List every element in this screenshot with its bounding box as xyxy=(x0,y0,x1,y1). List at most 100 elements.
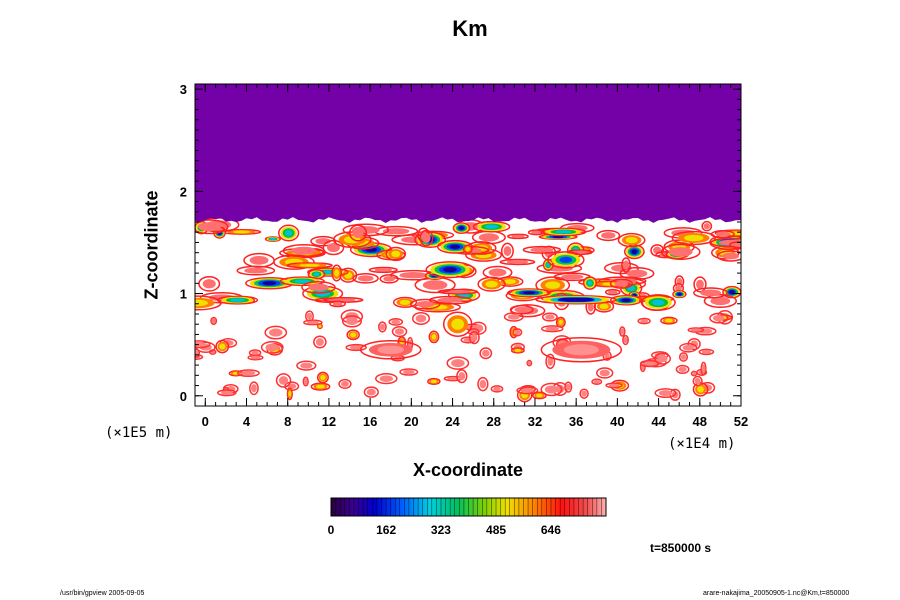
colorbar-tick-label: 0 xyxy=(328,523,335,537)
heatmap-cell xyxy=(428,295,472,305)
heatmap-cell xyxy=(373,225,419,237)
heatmap-cell xyxy=(709,312,729,324)
heatmap-cell xyxy=(359,340,422,360)
heatmap-cell xyxy=(278,224,300,242)
heatmap-cell xyxy=(331,264,343,282)
heatmap-cell xyxy=(690,370,698,377)
heatmap-cell xyxy=(332,231,372,249)
heatmap-cell xyxy=(526,359,533,367)
heatmap-cell xyxy=(477,376,489,392)
heatmap-cell xyxy=(338,378,352,390)
heatmap-cell xyxy=(477,276,506,292)
heatmap-cell xyxy=(522,245,562,254)
heatmap-cell xyxy=(507,233,529,240)
x-tick-label: 40 xyxy=(610,414,624,429)
heatmap-cell xyxy=(722,285,741,299)
plot-frame xyxy=(194,83,742,407)
heatmap-cell xyxy=(503,312,524,322)
heatmap-cell xyxy=(313,335,327,349)
heatmap-cell xyxy=(698,348,715,356)
heatmap-cell xyxy=(303,319,323,326)
heatmap-cell xyxy=(462,244,473,254)
heatmap-cell xyxy=(452,222,471,234)
heatmap-cell xyxy=(609,295,643,306)
heatmap-cell xyxy=(210,316,218,325)
heatmap-cell xyxy=(391,325,408,338)
heatmap-cell xyxy=(195,295,222,311)
heatmap-cell xyxy=(617,232,646,248)
x-tick-label: 0 xyxy=(202,414,209,429)
heatmap-cell xyxy=(352,273,379,284)
heatmap-cell xyxy=(296,360,317,371)
colorbar-tick-label: 162 xyxy=(376,523,396,537)
heatmap-cell xyxy=(264,325,288,340)
heatmap-cell xyxy=(604,288,621,296)
heatmap-cell xyxy=(468,331,480,345)
heatmap-cell xyxy=(436,239,474,254)
heatmap-cell xyxy=(341,315,363,328)
heatmap-cell xyxy=(703,293,737,309)
heatmap-cell xyxy=(286,262,333,269)
heatmap-cell xyxy=(660,316,678,325)
heatmap-cell xyxy=(596,367,614,379)
footer-left: /usr/bin/gpview 2005-09-05 xyxy=(60,590,145,597)
heatmap-cell xyxy=(729,241,741,249)
heatmap-cell xyxy=(195,219,229,235)
heatmap-cell xyxy=(687,327,705,333)
x-tick-label: 28 xyxy=(487,414,501,429)
heatmap-cell xyxy=(591,378,603,386)
stable-layer-region xyxy=(195,84,741,223)
heatmap-cell xyxy=(302,376,309,387)
heatmap-cell xyxy=(510,347,525,354)
heatmap-cell xyxy=(217,389,237,397)
heatmap-cell xyxy=(660,243,701,260)
heatmap-cell xyxy=(249,381,259,396)
heatmap-cell xyxy=(399,368,419,376)
heatmap-cell xyxy=(388,318,404,326)
heatmap-cell xyxy=(716,250,741,262)
heatmap-cell xyxy=(507,288,551,298)
x-tick-label: 36 xyxy=(569,414,583,429)
heatmap-cell xyxy=(363,386,379,398)
heatmap-cell xyxy=(411,311,430,325)
heatmap-cell xyxy=(605,382,623,389)
chart-title: Km xyxy=(452,16,488,41)
heatmap-cell xyxy=(264,236,282,242)
heatmap-cell xyxy=(310,382,331,391)
heatmap-cell xyxy=(609,278,634,289)
heatmap-cell xyxy=(375,373,398,385)
y-tick-label: 0 xyxy=(180,389,187,404)
footer-right: arare-nakajima_20050905-1.nc@Km,t=850000 xyxy=(703,590,850,597)
heatmap-cell xyxy=(379,274,399,284)
heatmap-cell xyxy=(348,224,368,242)
heatmap-cell xyxy=(215,339,230,354)
y-tick-label: 3 xyxy=(180,82,187,97)
colorbar-tick-label: 646 xyxy=(541,523,561,537)
heatmap-cell xyxy=(710,230,735,239)
heatmap-cell xyxy=(419,229,434,247)
heatmap-cell xyxy=(654,388,677,398)
heatmap-cell xyxy=(596,229,621,242)
y-unit-label: (×1E5 m) xyxy=(105,425,173,441)
heatmap-cell xyxy=(593,300,615,313)
heatmap-cell xyxy=(472,220,511,233)
x-tick-label: 44 xyxy=(651,414,666,429)
heatmap-cell xyxy=(675,364,690,375)
heatmap-cell xyxy=(247,354,264,361)
heatmap-cell xyxy=(701,220,713,232)
heatmap-cell xyxy=(236,369,260,378)
heatmap-cell xyxy=(512,328,523,337)
time-annotation: t=850000 s xyxy=(650,541,712,555)
heatmap-cell xyxy=(275,373,292,388)
heatmap-cell xyxy=(195,348,201,358)
heatmap-cell xyxy=(692,382,709,397)
heatmap-cell xyxy=(540,382,563,397)
x-axis-label: X-coordinate xyxy=(412,460,524,480)
heatmap-cell xyxy=(622,334,629,346)
x-tick-label: 32 xyxy=(528,414,542,429)
heatmap-cell xyxy=(540,337,623,363)
heatmap-cell xyxy=(619,326,626,337)
heatmap-cell xyxy=(540,227,587,237)
heatmap-cell xyxy=(378,321,387,333)
heatmap-cell xyxy=(532,391,547,400)
